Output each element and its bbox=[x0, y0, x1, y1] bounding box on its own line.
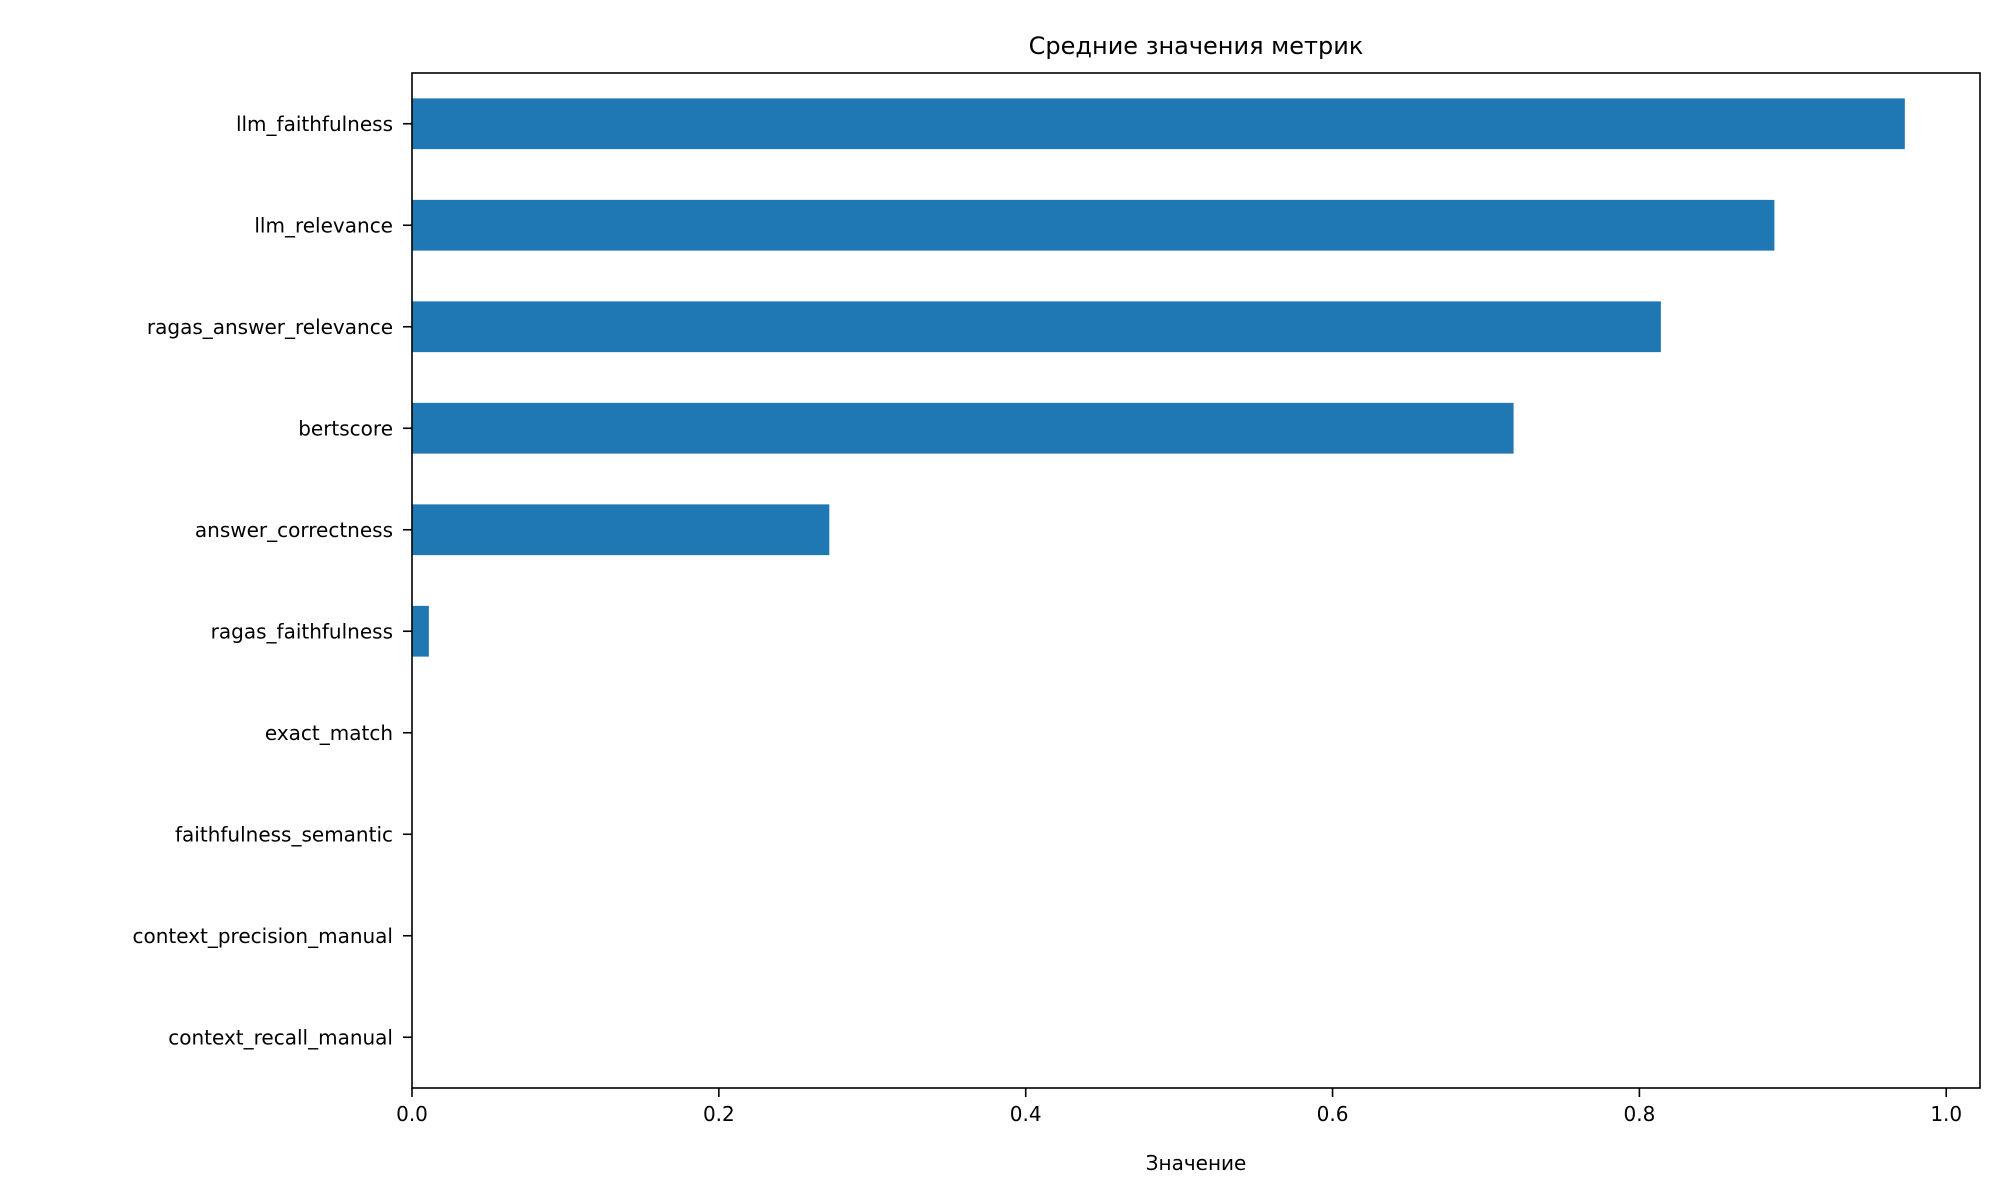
y-tick-label: faithfulness_semantic bbox=[175, 822, 393, 846]
y-axis: llm_faithfulness llm_relevance ragas_answe… bbox=[132, 112, 412, 1049]
y-tick-label: answer_correctness bbox=[195, 518, 393, 542]
x-tick-label: 0.8 bbox=[1623, 1102, 1655, 1126]
x-tick-label: 0.0 bbox=[396, 1102, 428, 1126]
bars-layer bbox=[412, 98, 1905, 657]
x-axis-label: Значение bbox=[1146, 1151, 1247, 1175]
bar-llm-faithfulness bbox=[412, 98, 1905, 150]
plot-frame bbox=[411, 72, 1981, 1089]
x-tick-label: 1.0 bbox=[1930, 1102, 1962, 1126]
x-axis: 0.0 0.2 0.4 0.6 0.8 1.0 bbox=[396, 1088, 1962, 1126]
bar-ragas-faithfulness bbox=[412, 605, 429, 657]
bar-ragas-answer-relevance bbox=[412, 301, 1661, 353]
bar-answer-correctness bbox=[412, 504, 830, 556]
y-tick-label: context_precision_manual bbox=[132, 924, 393, 948]
y-tick-label: ragas_answer_relevance bbox=[147, 315, 393, 339]
x-tick-label: 0.4 bbox=[1010, 1102, 1042, 1126]
bar-bertscore bbox=[412, 402, 1514, 454]
x-tick-label: 0.6 bbox=[1317, 1102, 1349, 1126]
chart-title: Средние значения метрик bbox=[1029, 32, 1364, 60]
y-tick-label: llm_relevance bbox=[254, 213, 393, 237]
y-tick-label: context_recall_manual bbox=[168, 1025, 393, 1049]
x-tick-label: 0.2 bbox=[703, 1102, 735, 1126]
bar-llm-relevance bbox=[412, 199, 1775, 251]
y-tick-label: llm_faithfulness bbox=[236, 112, 393, 136]
y-tick-label: exact_match bbox=[265, 721, 393, 745]
y-tick-label: bertscore bbox=[298, 416, 393, 440]
y-tick-label: ragas_faithfulness bbox=[211, 619, 393, 643]
